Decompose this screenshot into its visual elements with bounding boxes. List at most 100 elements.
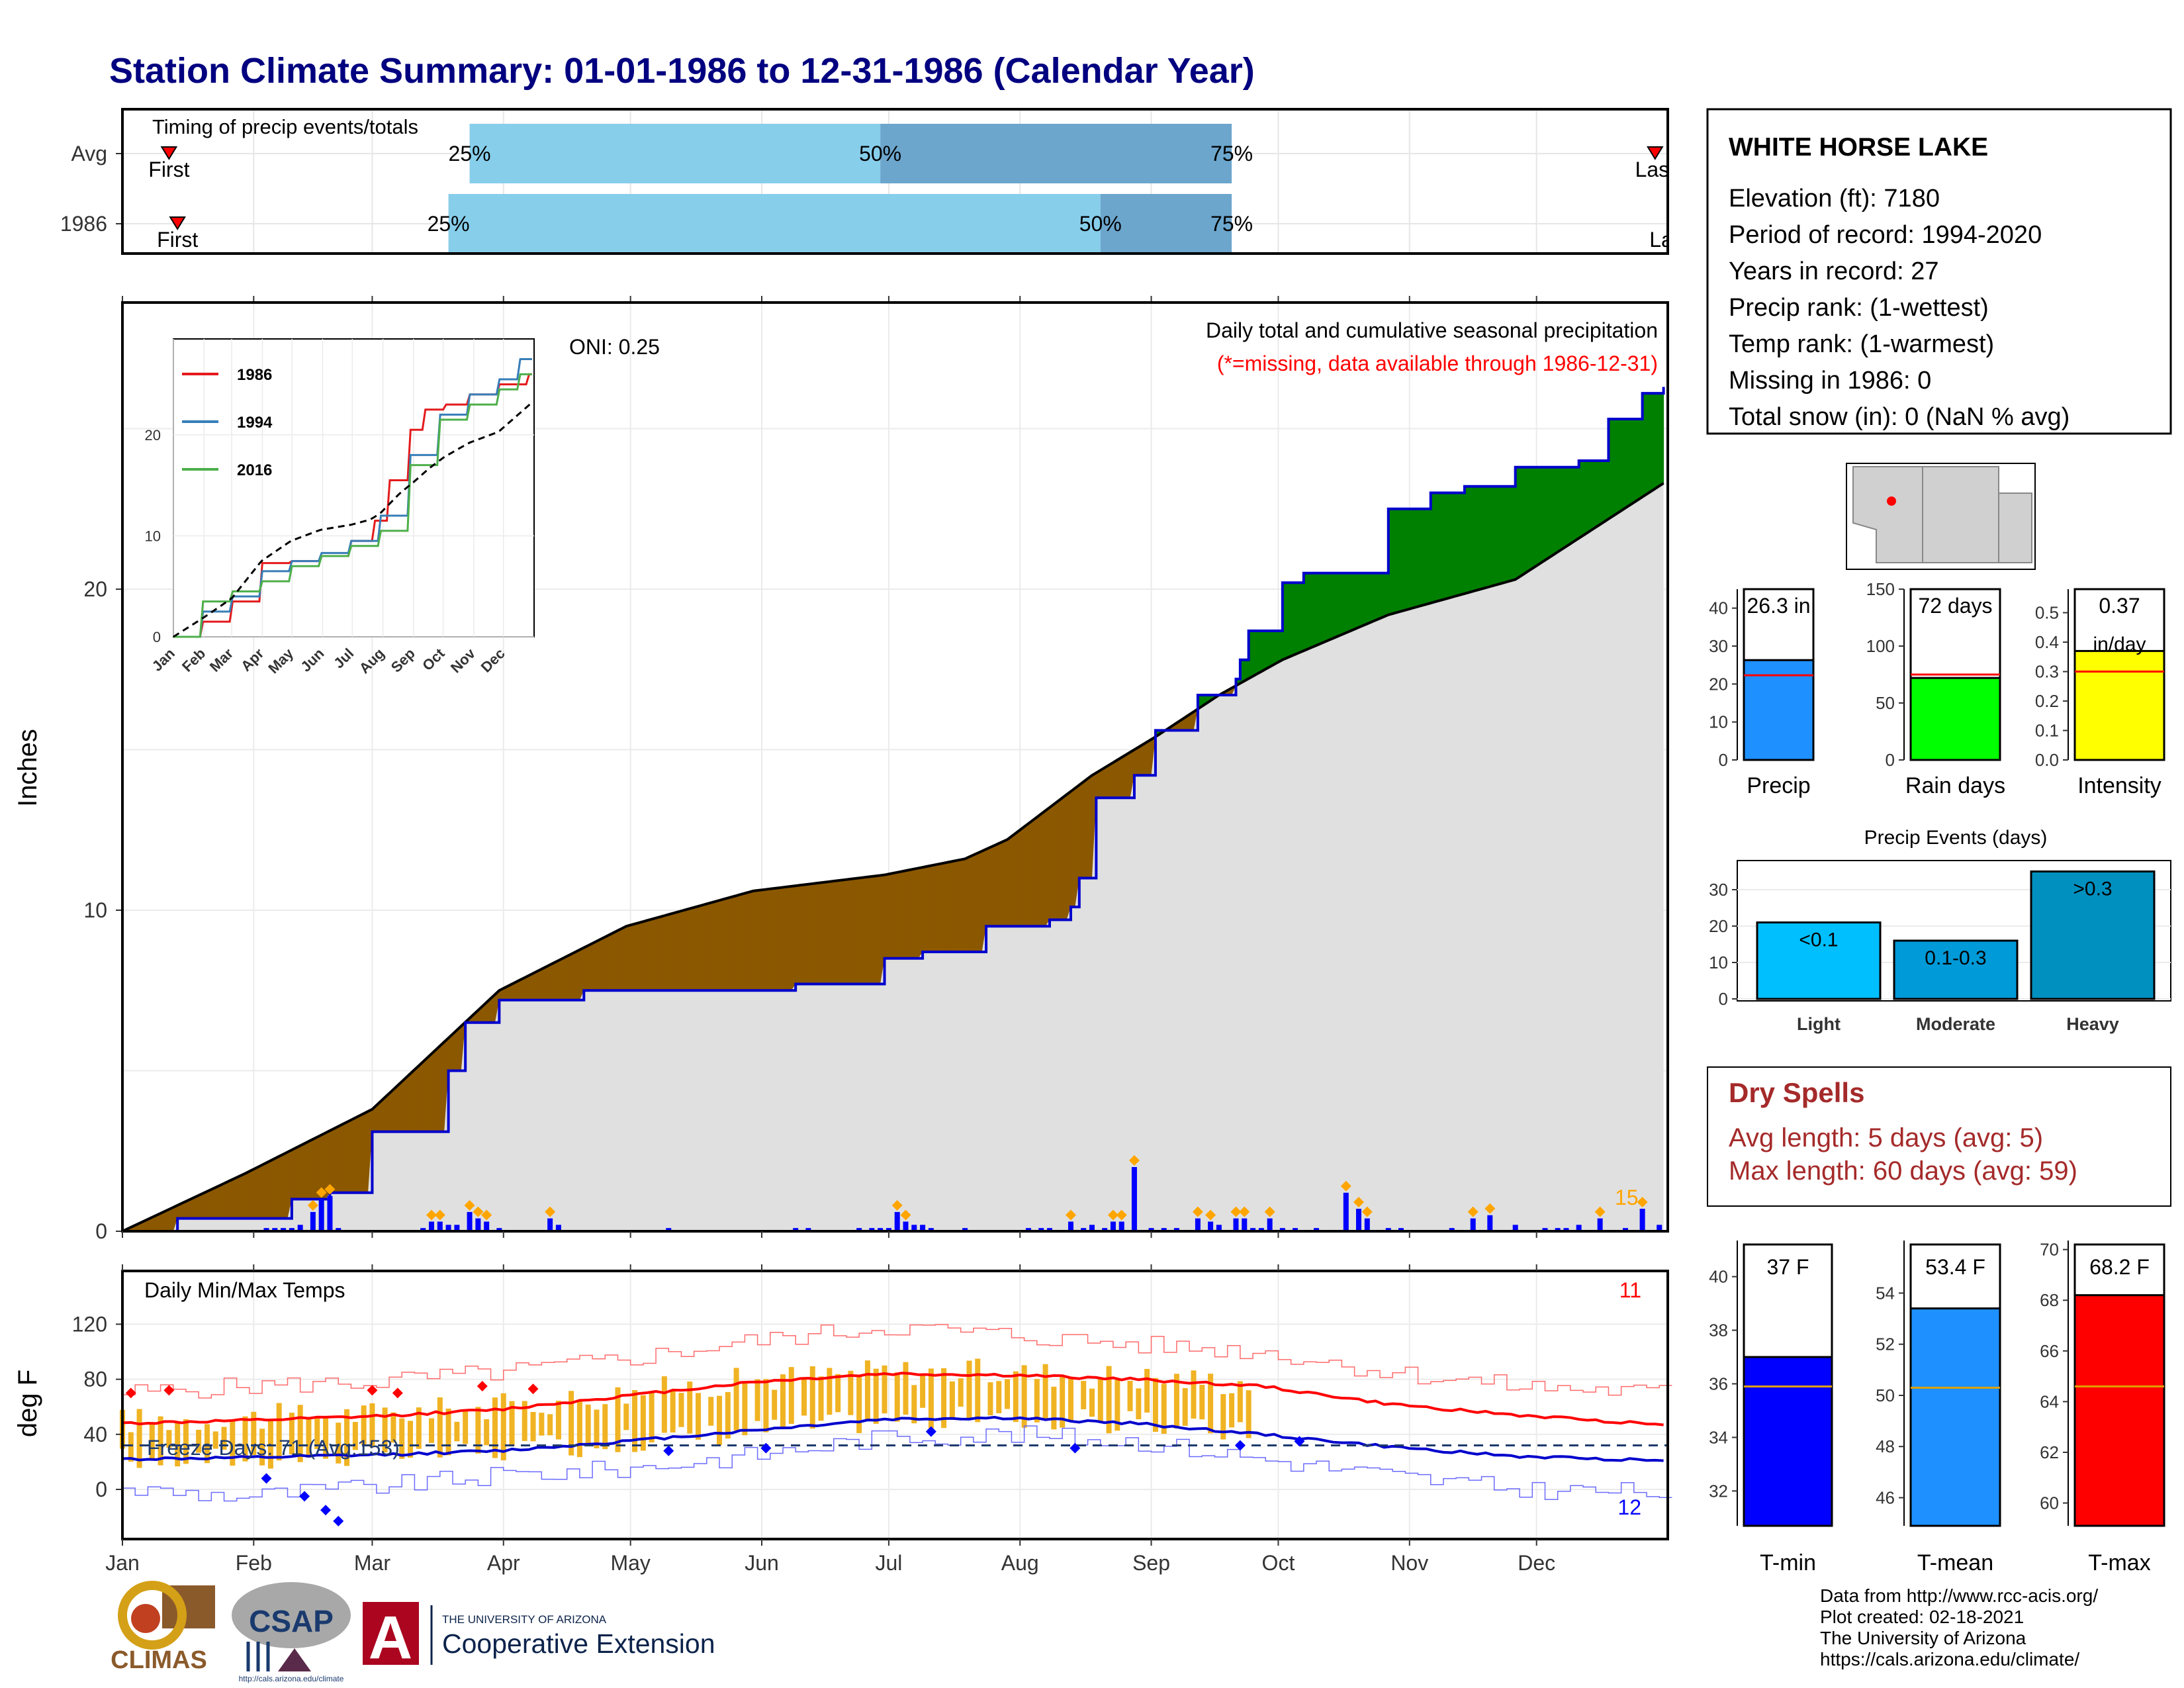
daily-precip-bar <box>1195 1218 1201 1231</box>
deficit-fill <box>647 918 653 991</box>
deficit-fill <box>232 1176 238 1219</box>
deficit-fill <box>1125 751 1131 798</box>
deficit-fill <box>968 854 974 953</box>
deficit-fill <box>397 1080 402 1133</box>
daily-precip-bar <box>886 1228 891 1231</box>
deficit-fill <box>952 860 957 953</box>
surplus-fill <box>1451 492 1457 598</box>
station-info-line: Years in record: 27 <box>1729 258 1939 285</box>
daily-temp-bar <box>539 1413 545 1436</box>
deficit-fill <box>710 901 716 991</box>
precip-event-marker <box>900 1209 911 1221</box>
surplus-fill <box>1358 573 1363 628</box>
daily-precip-bar <box>281 1228 287 1231</box>
timing-bar-late <box>1100 194 1232 254</box>
precip-note-title: Daily total and cumulative seasonal prec… <box>1206 318 1658 342</box>
deficit-fill <box>846 878 851 985</box>
daily-precip-bar <box>1293 1228 1298 1231</box>
daily-temp-bar <box>1191 1370 1197 1419</box>
deficit-fill <box>1095 769 1101 798</box>
surplus-fill <box>1409 508 1414 610</box>
deficit-fill <box>346 1119 351 1194</box>
deficit-fill <box>1036 813 1042 927</box>
record-low-marker <box>1234 1440 1246 1451</box>
events-ytick: 0 <box>1719 989 1728 1009</box>
deficit-fill <box>1003 839 1008 927</box>
deficit-fill <box>799 884 805 985</box>
precip-events-chart: Precip Events (days) 0 10 20 30 <0.1 Light 0.1… <box>1709 827 2171 1034</box>
surplus-fill <box>1447 492 1453 599</box>
daily-precip-bar <box>1233 1218 1239 1231</box>
deficit-fill <box>533 970 538 1001</box>
daily-temp-bar <box>640 1395 646 1451</box>
surplus-fill <box>1434 492 1440 602</box>
deficit-fill <box>812 882 817 985</box>
daily-temp-bar <box>547 1414 553 1436</box>
daily-temp-bar <box>175 1422 181 1467</box>
ua-big: Cooperative Extension <box>442 1628 715 1659</box>
deficit-fill <box>989 845 995 927</box>
daily-temp-bar <box>996 1381 1002 1413</box>
deficit-fill <box>1053 800 1059 921</box>
deficit-fill <box>749 890 754 991</box>
daily-temp-bar <box>484 1419 490 1446</box>
daily-temp-bar <box>390 1412 396 1443</box>
daily-precip-bar <box>1385 1228 1391 1231</box>
temp-low-count: 12 <box>1617 1495 1641 1519</box>
precip-event-marker <box>1192 1206 1203 1217</box>
inset-legend-label: 2016 <box>237 461 272 479</box>
daily-temp-bar <box>763 1379 769 1432</box>
precip-event-marker <box>1116 1209 1127 1221</box>
precip-event-marker <box>1205 1209 1216 1221</box>
daily-precip-bar <box>429 1221 434 1231</box>
station-info-line: Temp rank: (1-warmest) <box>1729 330 1994 358</box>
daily-temp-bar <box>966 1360 972 1419</box>
daily-temp-bar <box>911 1385 917 1424</box>
surplus-fill <box>1261 630 1266 673</box>
deficit-fill <box>752 890 758 991</box>
surplus-fill <box>1298 582 1304 653</box>
precip-event-marker <box>1230 1206 1242 1217</box>
deficit-fill <box>786 886 792 991</box>
surplus-fill <box>1549 467 1554 559</box>
deficit-fill <box>1066 790 1071 921</box>
station-location-dot <box>1887 496 1896 506</box>
deficit-fill <box>596 938 602 991</box>
deficit-fill <box>279 1153 284 1219</box>
precip-event-marker <box>1637 1197 1648 1208</box>
daily-precip-bar <box>878 1228 884 1231</box>
deficit-fill <box>270 1158 275 1219</box>
summary-ytick: 20 <box>1709 674 1728 694</box>
deficit-fill <box>355 1115 360 1194</box>
surplus-fill <box>1367 573 1372 625</box>
surplus-fill <box>1616 418 1622 514</box>
surplus-fill <box>1612 418 1617 517</box>
timing-title: Timing of precip events/totals <box>152 115 418 138</box>
deficit-fill <box>304 1141 309 1199</box>
precip-event-marker <box>1128 1155 1140 1166</box>
daily-temp-bar <box>1081 1381 1087 1409</box>
deficit-fill <box>863 876 868 985</box>
daily-precip-bar <box>1173 1228 1179 1231</box>
daily-precip-bar <box>1047 1228 1052 1231</box>
summary-ytick: 0.0 <box>2035 750 2059 770</box>
daily-temp-bar <box>204 1424 210 1464</box>
daily-temp-bar <box>242 1416 248 1462</box>
summary-ytick: 0 <box>1886 750 1895 770</box>
tbar-ytick: 52 <box>1876 1335 1895 1354</box>
daily-precip-bar <box>962 1228 968 1231</box>
tbar-ytick: 36 <box>1709 1374 1728 1393</box>
surplus-fill <box>1570 467 1575 545</box>
daily-temp-bar <box>987 1382 993 1416</box>
precip-event-marker <box>434 1209 445 1221</box>
deficit-fill <box>625 924 631 991</box>
precip-event-marker <box>1361 1206 1373 1217</box>
deficit-fill <box>803 884 809 985</box>
daily-temp-bar <box>632 1389 638 1452</box>
deficit-fill <box>858 876 864 985</box>
daily-temp-bar <box>1161 1383 1167 1434</box>
daily-temp-bar <box>882 1365 887 1414</box>
deficit-fill <box>791 885 796 991</box>
record-lo-line <box>122 1425 1672 1502</box>
